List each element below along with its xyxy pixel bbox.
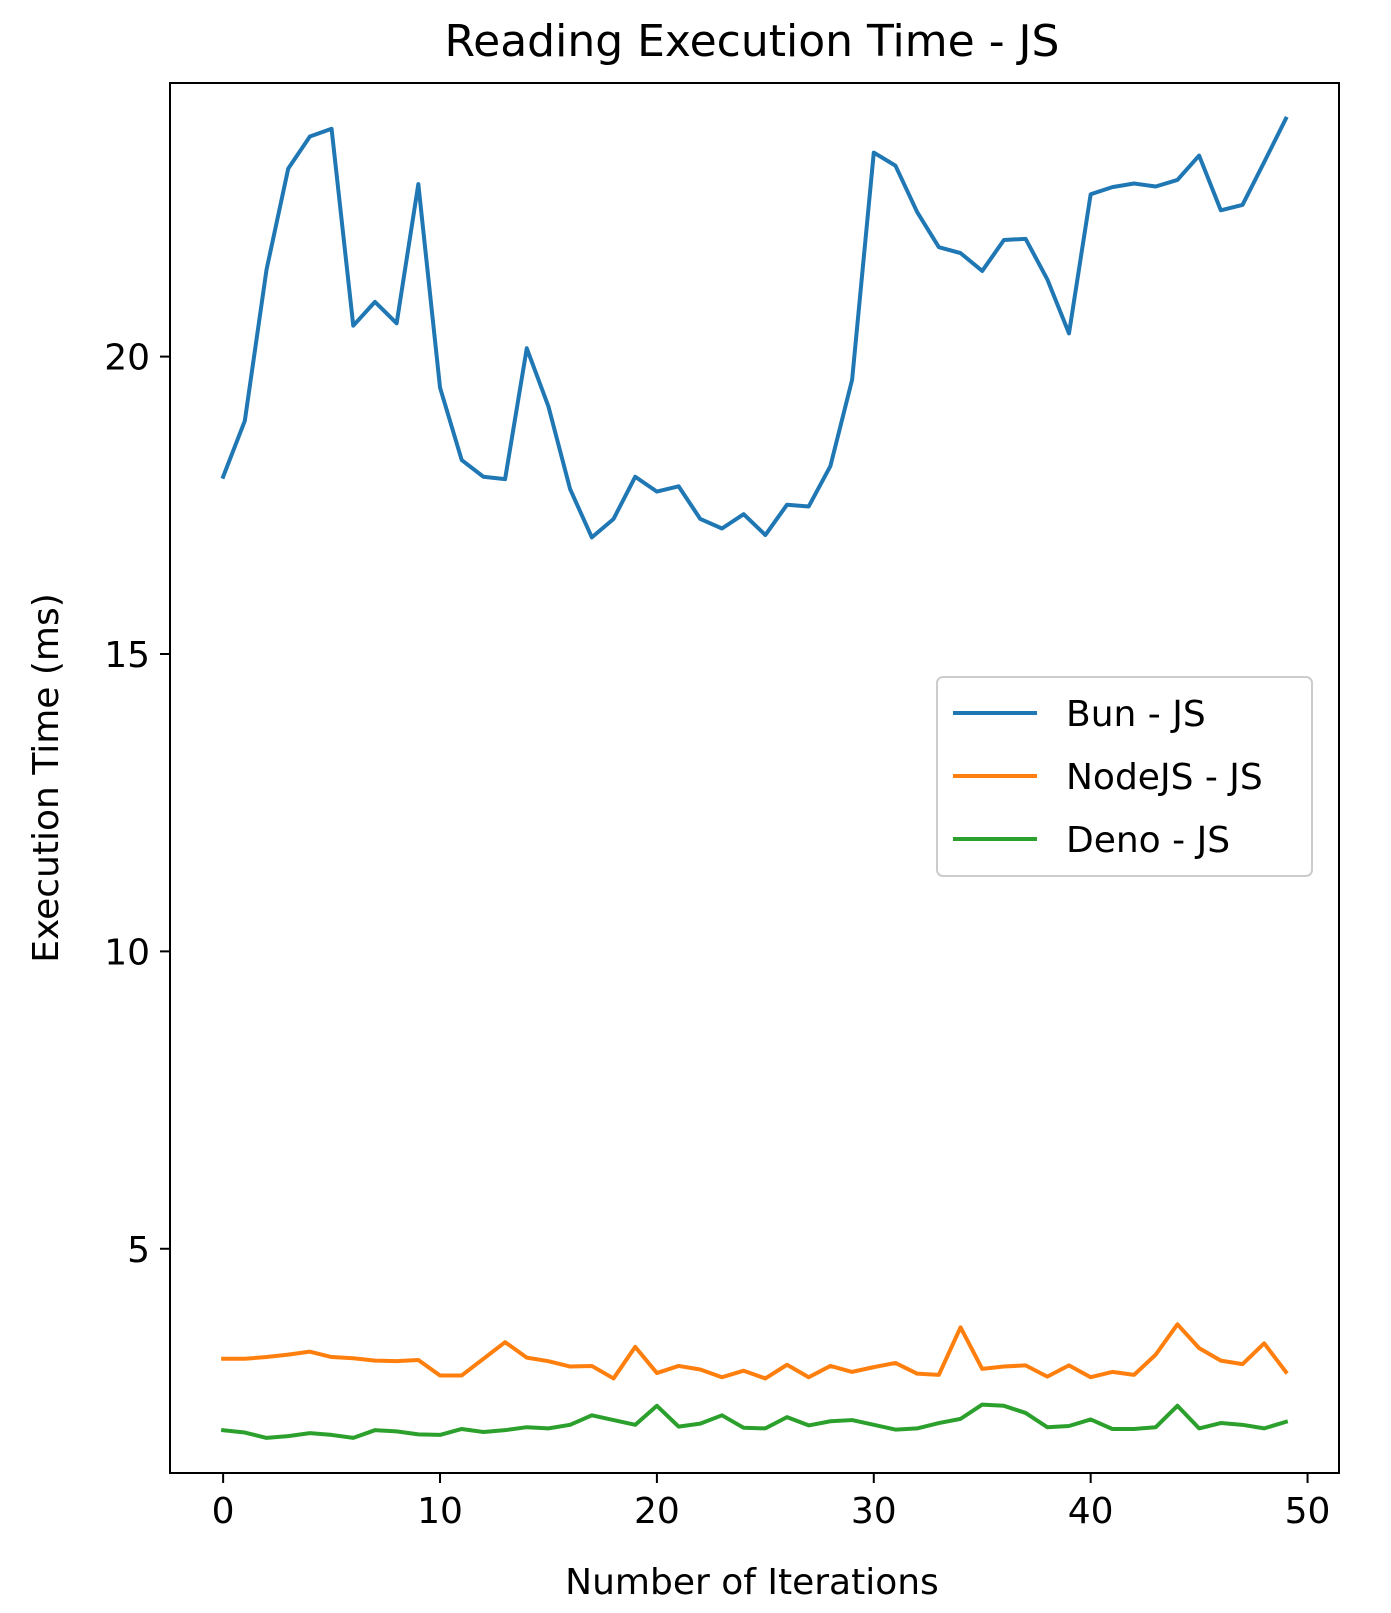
chart-title: Reading Execution Time - JS — [445, 16, 1060, 67]
legend: Bun - JS NodeJS - JS Deno - JS — [936, 676, 1313, 877]
legend-label-3: Deno - JS — [1066, 820, 1230, 861]
y-axis-label: Execution Time (ms) — [26, 593, 67, 963]
x-tick-label: 10 — [417, 1491, 463, 1532]
x-tick-label: 30 — [851, 1491, 897, 1532]
y-tick-label: 20 — [104, 338, 150, 379]
x-tick-label: 50 — [1285, 1491, 1331, 1532]
legend-label-1: Bun - JS — [1066, 694, 1206, 735]
x-tick-label: 0 — [212, 1491, 235, 1532]
x-tick-label: 40 — [1068, 1491, 1114, 1532]
series-line-2 — [221, 1322, 1289, 1381]
series-layer — [220, 116, 1289, 1440]
legend-label-2: NodeJS - JS — [1066, 757, 1263, 798]
plot-frame — [169, 82, 1340, 1474]
axes-layer: 0 10 20 30 40 50 5 10 15 20 — [104, 82, 1340, 1532]
y-tick-label: 10 — [104, 932, 150, 973]
y-tick-label: 5 — [127, 1230, 150, 1271]
legend-box — [936, 676, 1313, 877]
series-line-1 — [220, 116, 1289, 540]
x-tick-label: 20 — [634, 1491, 680, 1532]
y-tick-label: 15 — [104, 635, 150, 676]
series-line-3 — [220, 1402, 1289, 1440]
x-axis-label: Number of Iterations — [565, 1562, 939, 1603]
